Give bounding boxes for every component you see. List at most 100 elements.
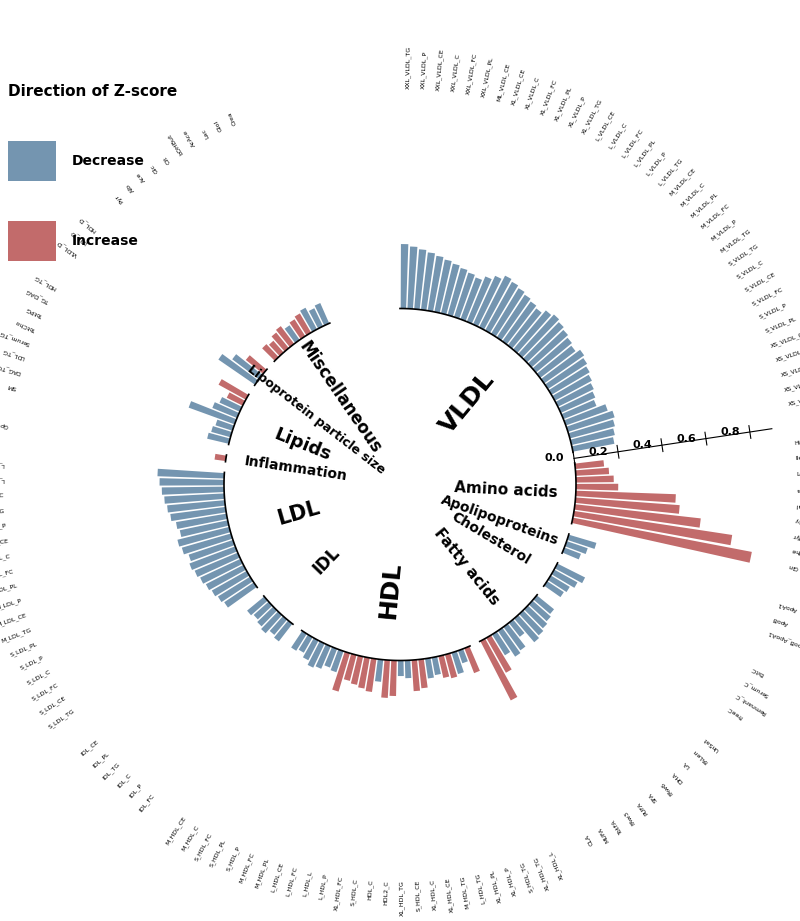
Text: M_VLDL_P: M_VLDL_P bbox=[710, 218, 738, 242]
Polygon shape bbox=[358, 657, 370, 689]
Polygon shape bbox=[508, 309, 542, 349]
Polygon shape bbox=[261, 612, 282, 634]
Polygon shape bbox=[219, 397, 242, 412]
Text: S_VLDL_FC: S_VLDL_FC bbox=[751, 286, 784, 307]
Text: LDL: LDL bbox=[274, 498, 322, 529]
Polygon shape bbox=[254, 601, 272, 620]
Polygon shape bbox=[458, 648, 468, 663]
Polygon shape bbox=[485, 282, 518, 333]
Text: XXL_VLDL_FC: XXL_VLDL_FC bbox=[466, 52, 478, 95]
Text: Gln: Gln bbox=[787, 563, 798, 569]
Polygon shape bbox=[534, 595, 554, 614]
Text: EstC: EstC bbox=[750, 666, 765, 676]
Text: CLA: CLA bbox=[584, 833, 594, 846]
Text: XS_VLDL_P: XS_VLDL_P bbox=[780, 363, 800, 378]
Polygon shape bbox=[418, 659, 428, 688]
Text: Crea: Crea bbox=[226, 111, 238, 125]
Text: SFA: SFA bbox=[648, 790, 658, 802]
Polygon shape bbox=[554, 564, 585, 583]
Text: M_VLDL_PL: M_VLDL_PL bbox=[690, 191, 719, 219]
Polygon shape bbox=[398, 660, 404, 676]
Polygon shape bbox=[344, 654, 357, 681]
Polygon shape bbox=[330, 649, 343, 672]
Text: L_HDL_CE: L_HDL_CE bbox=[270, 861, 284, 893]
Text: S_LDL_P: S_LDL_P bbox=[19, 655, 45, 671]
Text: Lac: Lac bbox=[201, 127, 210, 139]
Polygon shape bbox=[178, 527, 230, 546]
Text: XL_HDL_FC: XL_HDL_FC bbox=[333, 876, 344, 911]
Text: M_HDL_FC: M_HDL_FC bbox=[238, 851, 255, 883]
Text: TotCho: TotCho bbox=[15, 319, 37, 332]
Text: AcAce: AcAce bbox=[182, 128, 197, 147]
Polygon shape bbox=[551, 569, 578, 588]
Text: XL_HDL_L: XL_HDL_L bbox=[548, 850, 565, 880]
Polygon shape bbox=[473, 275, 502, 327]
Text: XXL_VLDL_CE: XXL_VLDL_CE bbox=[435, 48, 445, 90]
Text: M_LDL_TG: M_LDL_TG bbox=[0, 626, 33, 644]
Text: L_LDL_C: L_LDL_C bbox=[0, 477, 4, 483]
Polygon shape bbox=[414, 250, 426, 309]
Text: XL_HDL_TG: XL_HDL_TG bbox=[399, 880, 405, 916]
Polygon shape bbox=[200, 559, 243, 584]
Polygon shape bbox=[298, 635, 313, 653]
Polygon shape bbox=[294, 313, 311, 335]
Text: IDL: IDL bbox=[310, 543, 344, 577]
Polygon shape bbox=[544, 581, 564, 597]
Text: M_LDL_FC: M_LDL_FC bbox=[0, 568, 14, 580]
Text: XL_HDL_PL: XL_HDL_PL bbox=[490, 869, 503, 904]
Polygon shape bbox=[212, 571, 250, 596]
Text: Serum_TG: Serum_TG bbox=[0, 329, 31, 346]
Polygon shape bbox=[324, 647, 337, 668]
Polygon shape bbox=[498, 628, 520, 657]
Polygon shape bbox=[461, 277, 482, 321]
Polygon shape bbox=[224, 582, 257, 608]
Text: LDL_D: LDL_D bbox=[69, 228, 88, 245]
Text: 0.4: 0.4 bbox=[633, 440, 652, 450]
Text: VLDL_D: VLDL_D bbox=[56, 239, 79, 257]
Polygon shape bbox=[167, 500, 226, 512]
Polygon shape bbox=[164, 494, 225, 504]
Polygon shape bbox=[524, 605, 547, 628]
Polygon shape bbox=[570, 428, 615, 445]
Polygon shape bbox=[262, 344, 278, 361]
Text: Ala: Ala bbox=[796, 487, 800, 492]
Polygon shape bbox=[497, 295, 530, 341]
Text: IDL_P: IDL_P bbox=[128, 783, 143, 799]
Text: XL_HDL_P: XL_HDL_P bbox=[505, 865, 518, 896]
Text: His: His bbox=[794, 440, 800, 446]
Text: L_VLDL_CE: L_VLDL_CE bbox=[594, 110, 616, 142]
Text: Inflammation: Inflammation bbox=[243, 454, 348, 484]
Text: XL_VLDL_P: XL_VLDL_P bbox=[567, 95, 587, 128]
Text: HDL: HDL bbox=[376, 560, 405, 619]
Text: M_VLDL_CE: M_VLDL_CE bbox=[668, 167, 697, 197]
Text: 0.2: 0.2 bbox=[589, 447, 609, 457]
Text: L_VLDL_P: L_VLDL_P bbox=[645, 150, 668, 177]
Polygon shape bbox=[405, 660, 411, 678]
Text: XXL_VLDL_P: XXL_VLDL_P bbox=[420, 51, 428, 89]
Text: Gly: Gly bbox=[794, 518, 800, 523]
Text: 0.8: 0.8 bbox=[721, 427, 740, 437]
Polygon shape bbox=[290, 320, 306, 339]
Text: S_VLDL_C: S_VLDL_C bbox=[736, 259, 766, 280]
Polygon shape bbox=[441, 263, 460, 315]
Polygon shape bbox=[303, 638, 318, 660]
Text: MUFA: MUFA bbox=[598, 825, 610, 843]
Polygon shape bbox=[514, 615, 539, 642]
Text: TG_DAG: TG_DAG bbox=[25, 287, 50, 304]
Text: XXL_VLDL_C: XXL_VLDL_C bbox=[450, 53, 462, 92]
FancyBboxPatch shape bbox=[8, 220, 56, 261]
Polygon shape bbox=[390, 660, 397, 696]
Text: TotPG: TotPG bbox=[25, 306, 43, 318]
Text: S_HDL_FC: S_HDL_FC bbox=[194, 832, 214, 861]
Text: PUFA: PUFA bbox=[635, 799, 649, 815]
Polygon shape bbox=[214, 454, 226, 461]
Text: M_HDL_PL: M_HDL_PL bbox=[254, 857, 270, 889]
Text: S_LDL_C: S_LDL_C bbox=[26, 669, 52, 686]
Polygon shape bbox=[425, 658, 434, 679]
Polygon shape bbox=[428, 256, 443, 311]
Polygon shape bbox=[558, 391, 595, 413]
Text: HDL_D: HDL_D bbox=[78, 216, 98, 233]
Text: S_VLDL_PL: S_VLDL_PL bbox=[764, 316, 798, 334]
Text: XL_HDL_CE: XL_HDL_CE bbox=[445, 878, 454, 913]
Text: Tyr: Tyr bbox=[793, 532, 800, 539]
